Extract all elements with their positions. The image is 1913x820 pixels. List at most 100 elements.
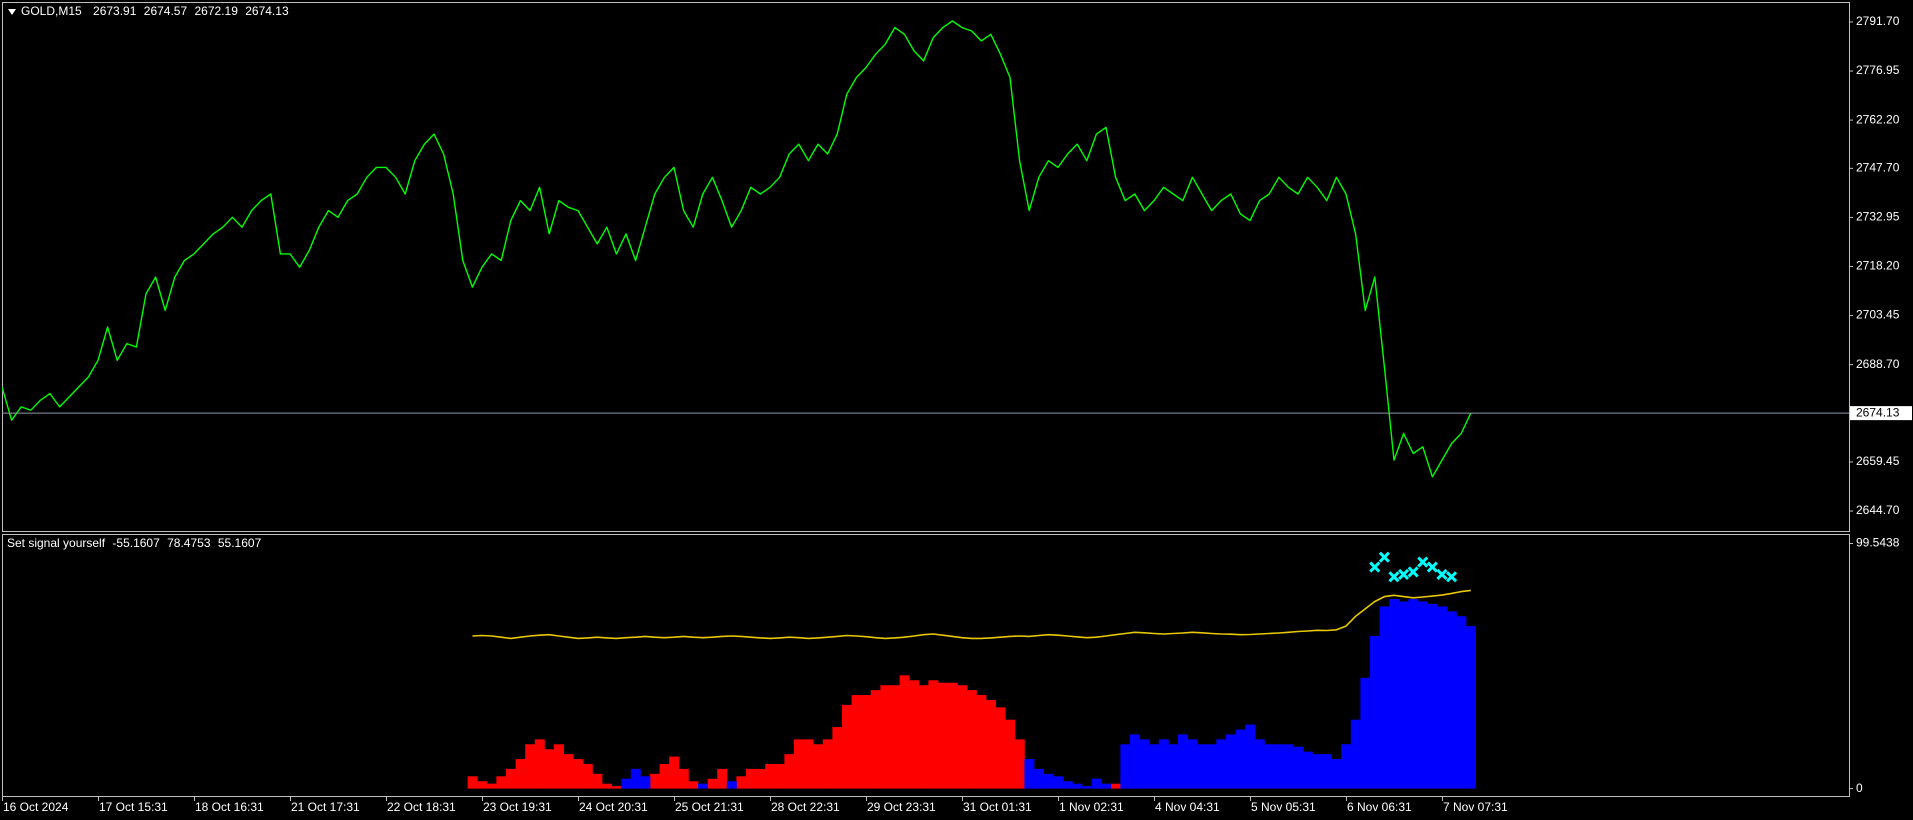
histogram-bar [1177, 734, 1188, 789]
histogram-bar [774, 763, 785, 789]
histogram-bar [1187, 739, 1198, 789]
x-tick-label: 29 Oct 23:31 [867, 800, 936, 814]
x-tick-label: 6 Nov 06:31 [1347, 800, 1412, 814]
histogram-bar [1216, 739, 1227, 789]
histogram-bar [1264, 744, 1275, 789]
histogram-bar [1120, 744, 1131, 789]
open: 2673.91 [93, 4, 137, 18]
y-tick-label: 0 [1856, 781, 1863, 795]
x-tick-label: 16 Oct 2024 [3, 800, 69, 814]
histogram-bar [918, 685, 929, 789]
histogram-bar [496, 776, 507, 789]
histogram-bar [601, 783, 612, 789]
histogram-bar [1369, 635, 1380, 789]
indicator-value: 55.1607 [218, 536, 262, 550]
histogram-bar [1139, 739, 1150, 789]
y-tick-label: 2644.70 [1856, 503, 1900, 517]
histogram-bar [1005, 719, 1016, 789]
histogram-bar [899, 675, 910, 789]
signal-marker [1446, 571, 1458, 583]
histogram-bar [678, 768, 689, 789]
histogram-bar [1110, 783, 1121, 789]
close: 2674.13 [245, 4, 289, 18]
histogram-bar [544, 749, 555, 789]
histogram-bar [1206, 744, 1217, 789]
histogram-bar [1283, 744, 1294, 789]
histogram-bar [880, 685, 891, 789]
indicator-pane-frame [2, 534, 1850, 797]
series-line [2, 20, 1472, 478]
histogram-bar [1024, 759, 1035, 789]
signal-marker [1426, 561, 1438, 573]
histogram-bar [726, 781, 737, 789]
x-tick-label: 1 Nov 02:31 [1059, 800, 1124, 814]
histogram-bar [995, 707, 1006, 789]
histogram-bar [784, 754, 795, 789]
histogram-bar [1091, 778, 1102, 789]
histogram-bar [659, 763, 670, 789]
histogram-bar [745, 768, 756, 789]
histogram-bar [611, 786, 622, 789]
histogram-bar [861, 695, 872, 789]
signal-marker [1436, 568, 1448, 580]
histogram-bar [1101, 783, 1112, 789]
x-tick-label: 23 Oct 19:31 [483, 800, 552, 814]
histogram-bar [822, 739, 833, 789]
histogram-bar [793, 739, 804, 789]
histogram-bar [1456, 616, 1467, 789]
histogram-bar [515, 759, 526, 789]
plot-area [2, 20, 1472, 478]
y-tick-label: 2688.70 [1856, 357, 1900, 371]
histogram-bar [813, 744, 824, 789]
indicator-header: Set signal yourself -55.1607 78.4753 55.… [7, 536, 262, 550]
histogram-bar [1149, 744, 1160, 789]
histogram-bar [909, 680, 920, 789]
histogram-bar [803, 739, 814, 789]
histogram-bar [467, 776, 478, 789]
histogram-bar [889, 685, 900, 789]
histogram-bar [1072, 783, 1083, 789]
histogram-bar [1254, 739, 1265, 789]
high: 2674.57 [144, 4, 188, 18]
indicator-value: -55.1607 [112, 536, 160, 550]
histogram-bar [1014, 739, 1025, 789]
x-tick-label: 22 Oct 18:31 [387, 800, 456, 814]
histogram-bar [841, 704, 852, 789]
histogram-bar [1245, 724, 1256, 789]
current-price-label: 2674.13 [1856, 405, 1900, 419]
y-tick-label: 99.5438 [1856, 536, 1900, 550]
histogram-bar [1321, 754, 1332, 789]
histogram-bar [1302, 751, 1313, 789]
histogram-bar [1158, 739, 1169, 789]
histogram-bar [1053, 776, 1064, 789]
histogram-bar [1350, 719, 1361, 789]
histogram-bar [688, 781, 699, 789]
collapse-arrow[interactable] [8, 9, 16, 15]
histogram-bar [717, 768, 728, 789]
histogram-bar [1293, 746, 1304, 789]
x-tick-label: 28 Oct 22:31 [771, 800, 840, 814]
histogram-bar [736, 776, 747, 789]
histogram-bar [707, 778, 718, 789]
histogram-bar [563, 754, 574, 789]
x-tick-label: 21 Oct 17:31 [291, 800, 360, 814]
histogram-bar [592, 773, 603, 789]
histogram-bar [1417, 601, 1428, 789]
histogram-bar [1273, 744, 1284, 789]
histogram-bar [1465, 626, 1476, 789]
y-tick-label: 2659.45 [1856, 454, 1900, 468]
histogram-bar [534, 739, 545, 789]
y-tick-label: 2732.95 [1856, 210, 1900, 224]
x-tick-label: 18 Oct 16:31 [195, 800, 264, 814]
histogram-bar [1427, 603, 1438, 789]
histogram-bar [1446, 611, 1457, 789]
histogram-bar [582, 763, 593, 789]
y-tick-label: 2747.70 [1856, 161, 1900, 175]
histogram-bar [947, 682, 958, 789]
histogram-bar [1389, 599, 1400, 789]
histogram-bar [1398, 601, 1409, 789]
x-tick-label: 25 Oct 21:31 [675, 800, 744, 814]
x-tick-label: 4 Nov 04:31 [1155, 800, 1220, 814]
